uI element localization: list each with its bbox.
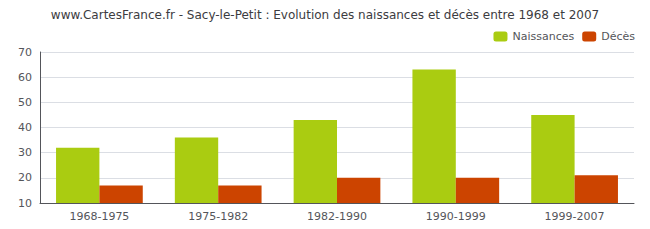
svg-text:30: 30 (18, 146, 32, 159)
svg-text:1990-1999: 1990-1999 (426, 210, 486, 223)
svg-text:1982-1990: 1982-1990 (307, 210, 367, 223)
svg-text:Naissances: Naissances (512, 30, 574, 43)
svg-text:50: 50 (18, 96, 32, 109)
svg-text:www.CartesFrance.fr - Sacy-le-: www.CartesFrance.fr - Sacy-le-Petit : Ev… (51, 8, 599, 22)
svg-text:Décès: Décès (601, 30, 635, 43)
svg-text:1975-1982: 1975-1982 (188, 210, 248, 223)
svg-text:1968-1975: 1968-1975 (69, 210, 129, 223)
svg-text:1999-2007: 1999-2007 (545, 210, 605, 223)
svg-text:10: 10 (18, 197, 32, 210)
svg-text:60: 60 (18, 71, 32, 84)
svg-text:70: 70 (18, 46, 32, 59)
svg-text:40: 40 (18, 121, 32, 134)
svg-text:20: 20 (18, 171, 32, 184)
